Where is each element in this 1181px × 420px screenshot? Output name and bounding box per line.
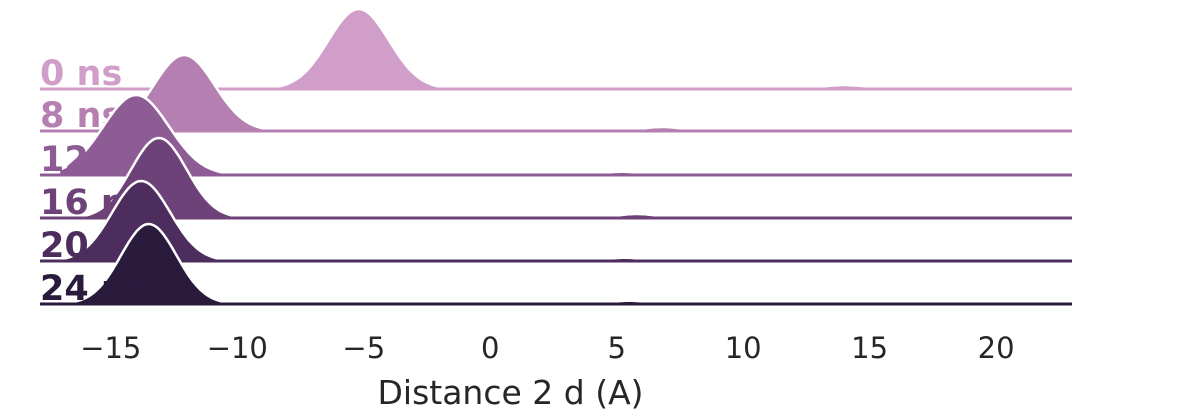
x-tick-label: −5 xyxy=(342,331,385,365)
x-tick-label: 5 xyxy=(607,331,625,365)
ridge-area xyxy=(60,224,807,304)
x-axis-title: Distance 2 d (A) xyxy=(377,373,643,412)
x-tick-label: 15 xyxy=(851,331,888,365)
x-axis-ticks: −15 −10 −5 0 5 10 15 20 xyxy=(80,331,1014,365)
ridge-24-ns xyxy=(40,222,1072,306)
x-tick-label: −15 xyxy=(80,331,141,365)
x-tick-label: 10 xyxy=(725,331,762,365)
ridge-16-ns xyxy=(40,136,1072,220)
ridge-area xyxy=(72,55,832,131)
row-label-0-ns: 0 ns xyxy=(40,54,122,94)
x-tick-label: 0 xyxy=(481,331,499,365)
ridge-8-ns xyxy=(40,53,1072,133)
x-tick-label: −10 xyxy=(207,331,268,365)
row-label-24-ns: 24 ns xyxy=(40,269,147,309)
x-tick-label: 20 xyxy=(978,331,1015,365)
